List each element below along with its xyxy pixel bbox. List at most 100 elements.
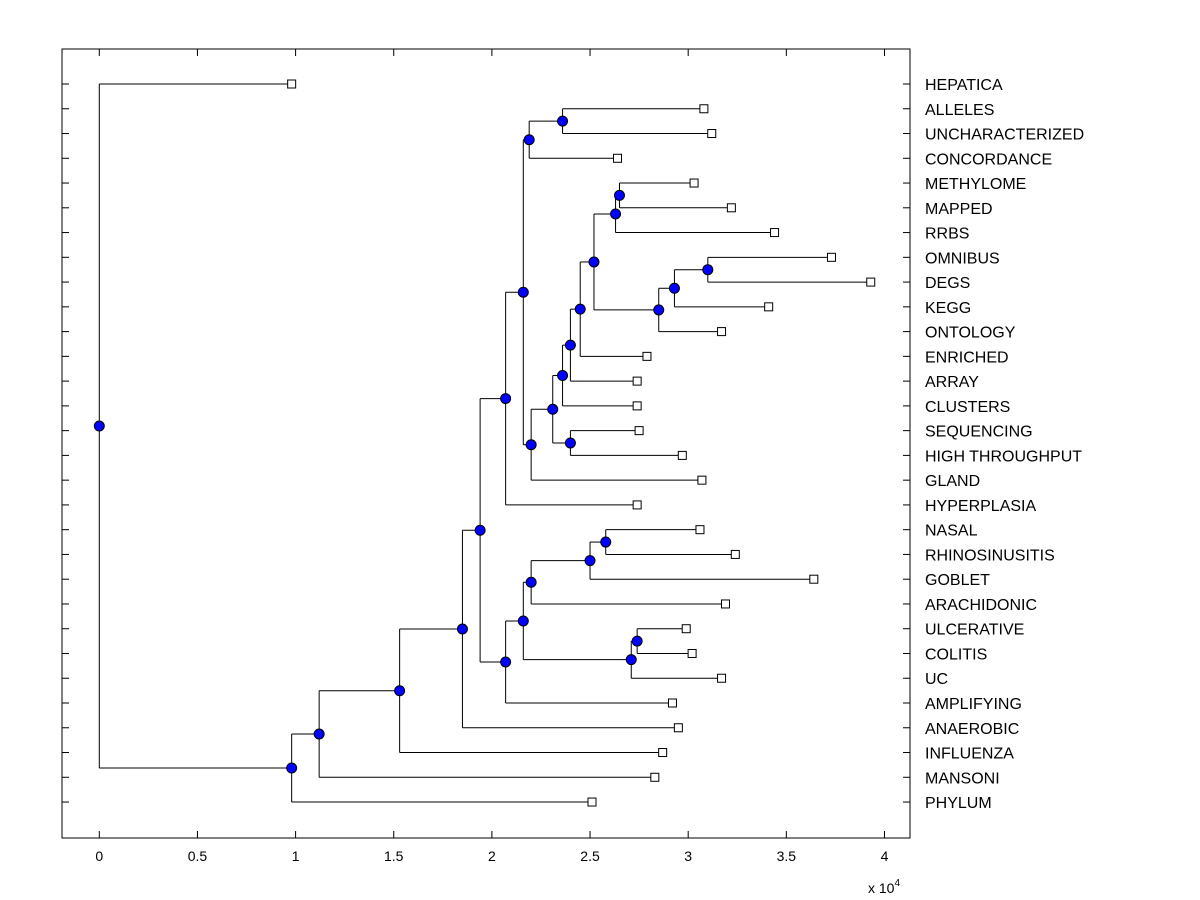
- node-marker-n_t1: [500, 393, 512, 405]
- node-marker-n_t9: [564, 339, 576, 351]
- leaf-marker: [770, 228, 780, 238]
- leaf-marker: [726, 203, 736, 213]
- node-marker-n_t8: [564, 437, 576, 449]
- node-marker-n_b2: [313, 728, 325, 740]
- node-marker-n_l5: [584, 555, 596, 567]
- leaf-marker: [695, 525, 705, 535]
- leaf-marker: [642, 351, 652, 361]
- node-marker-n_t4: [525, 439, 537, 451]
- leaf-marker: [866, 277, 876, 287]
- node-marker-n_t16: [702, 264, 714, 276]
- leaf-label: UNCHARACTERIZED: [925, 127, 1084, 144]
- leaf-marker: [287, 79, 297, 89]
- node-marker-n_t6: [547, 403, 559, 415]
- node-marker-n_b4: [456, 623, 468, 635]
- leaf-marker: [667, 698, 677, 708]
- leaf-marker: [681, 624, 691, 634]
- x-axis: 0 0.5 1 1.5 2 2.5 3 3.5 4: [95, 49, 889, 864]
- leaf-label: ARRAY: [925, 374, 979, 391]
- node-marker-n_l6: [600, 536, 612, 548]
- node-marker-n_t12: [610, 208, 622, 220]
- leaf-label: HYPERPLASIA: [925, 498, 1036, 515]
- node-marker-n_t11: [588, 256, 600, 268]
- leaf-label: NASAL: [925, 523, 978, 540]
- leaf-label: CLUSTERS: [925, 399, 1010, 416]
- leaf-marker: [697, 475, 707, 485]
- leaf-marker: [673, 723, 683, 733]
- leaf-label: ANAEROBIC: [925, 721, 1019, 738]
- leaf-label: DEGS: [925, 275, 970, 292]
- leaf-marker: [689, 178, 699, 188]
- leaf-label: MANSONI: [925, 770, 1000, 787]
- x-tick-label: 3.5: [777, 848, 797, 864]
- x-tick-label: 3: [684, 848, 692, 864]
- y-ticks: [62, 83, 910, 803]
- leaf-label: KEGG: [925, 300, 971, 317]
- leaf-label: GLAND: [925, 473, 980, 490]
- x-multiplier-exponent: 4: [894, 878, 900, 889]
- node-marker-n_l3: [525, 576, 537, 588]
- node-marker-n_l7: [631, 635, 643, 647]
- leaf-label: UC: [925, 671, 948, 688]
- leaf-marker: [707, 129, 717, 139]
- node-marker-n_b5: [474, 524, 486, 536]
- leaf-marker: [587, 797, 597, 807]
- node-marker-n_t2: [517, 286, 529, 298]
- leaf-marker: [809, 574, 819, 584]
- leaf-label: ULCERATIVE: [925, 622, 1024, 639]
- leaf-marker: [632, 500, 642, 510]
- node-marker-n_t3: [523, 134, 535, 146]
- leaf-label: RRBS: [925, 226, 969, 243]
- leaf-marker: [650, 772, 660, 782]
- leaf-label: PHYLUM: [925, 795, 992, 812]
- node-marker-n_l4: [625, 654, 637, 666]
- x-tick-label: 0: [95, 848, 103, 864]
- x-tick-label: 4: [881, 848, 889, 864]
- node-marker-n_t14: [613, 189, 625, 201]
- leaf-label: ARACHIDONIC: [925, 597, 1037, 614]
- x-tick-label: 0.5: [188, 848, 208, 864]
- leaf-markers: [287, 79, 876, 807]
- plot-frame: [61, 48, 911, 839]
- node-marker-n_t10: [574, 303, 586, 315]
- x-multiplier-label: x 104: [868, 878, 900, 896]
- leaf-label: HIGH THROUGHPUT: [925, 448, 1082, 465]
- leaf-marker: [764, 302, 774, 312]
- leaf-label: INFLUENZA: [925, 746, 1014, 763]
- node-marker-n_root: [93, 420, 105, 432]
- leaf-labels: HEPATICA ALLELES UNCHARACTERIZED CONCORDANC…: [925, 77, 1084, 812]
- leaf-marker: [717, 327, 727, 337]
- branch-lines: [98, 83, 871, 803]
- leaf-marker: [699, 104, 709, 114]
- leaf-label: GOBLET: [925, 572, 990, 589]
- node-marker-n_b3: [394, 685, 406, 697]
- leaf-label: HEPATICA: [925, 77, 1003, 94]
- leaf-label: ENRICHED: [925, 349, 1009, 366]
- leaf-marker: [613, 153, 623, 163]
- node-markers: [93, 115, 714, 774]
- node-marker-n_t7: [557, 370, 569, 382]
- leaf-marker: [658, 748, 668, 758]
- leaf-label: METHYLOME: [925, 176, 1026, 193]
- leaf-marker: [677, 450, 687, 460]
- leaf-label: MAPPED: [925, 201, 993, 218]
- leaf-label: ALLELES: [925, 102, 994, 119]
- node-marker-n_l2: [517, 615, 529, 627]
- leaf-marker: [634, 426, 644, 436]
- leaf-label: OMNIBUS: [925, 250, 1000, 267]
- leaf-label: SEQUENCING: [925, 424, 1033, 441]
- leaf-marker: [730, 549, 740, 559]
- x-tick-label: 2: [488, 848, 496, 864]
- x-tick-label: 1: [292, 848, 300, 864]
- leaf-marker: [687, 648, 697, 658]
- x-tick-label: 1.5: [384, 848, 404, 864]
- leaf-marker: [632, 376, 642, 386]
- node-marker-n_t13: [653, 304, 665, 316]
- node-marker-n_b1: [286, 762, 298, 774]
- node-marker-n_t5: [557, 115, 569, 127]
- leaf-marker: [632, 401, 642, 411]
- x-multiplier-base: x 10: [868, 880, 895, 896]
- leaf-label: COLITIS: [925, 646, 987, 663]
- leaf-label: ONTOLOGY: [925, 325, 1016, 342]
